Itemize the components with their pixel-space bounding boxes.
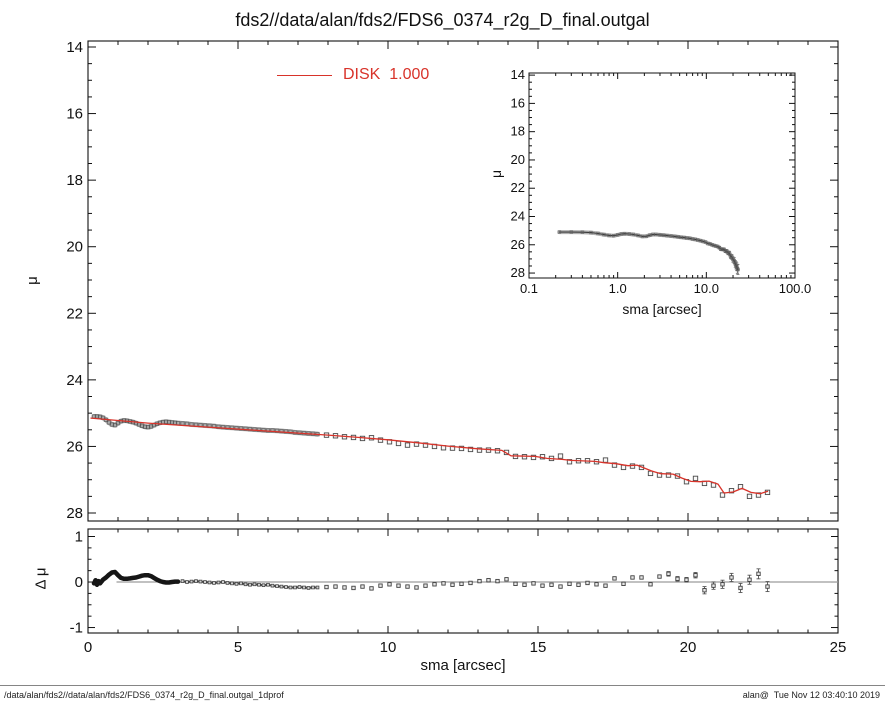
svg-text:22: 22 (66, 305, 83, 322)
footer-user-timestamp: alan@ Tue Nov 12 03:40:10 2019 (742, 690, 880, 700)
svg-text:14: 14 (511, 67, 525, 82)
svg-text:25: 25 (830, 639, 847, 656)
svg-text:10: 10 (380, 639, 397, 656)
svg-text:0: 0 (84, 639, 92, 656)
svg-text:24: 24 (66, 372, 83, 389)
inset-data-series (557, 230, 740, 275)
legend-label: DISK 1.000 (343, 66, 430, 83)
svg-text:28: 28 (511, 265, 525, 280)
main-plot-panel: 14 16 18 20 22 24 26 28 (66, 39, 839, 522)
inset-x-axis-label: sma [arcsec] (622, 301, 702, 317)
svg-text:-1: -1 (70, 620, 83, 637)
svg-text:20: 20 (66, 239, 83, 256)
svg-text:0.1: 0.1 (520, 281, 538, 296)
page-title: fds2//data/alan/fds2/FDS6_0374_r2g_D_fin… (235, 10, 650, 30)
residual-data-series (91, 568, 770, 595)
inset-y-axis-label: μ (488, 169, 505, 179)
svg-text:5: 5 (234, 639, 242, 656)
svg-text:24: 24 (511, 209, 525, 224)
footer-separator (0, 685, 885, 686)
footer-path: /data/alan/fds2//data/alan/fds2/FDS6_037… (4, 690, 284, 700)
residual-y-axis-label: Δ μ (32, 567, 50, 590)
svg-text:26: 26 (66, 438, 83, 455)
residual-plot-panel: 0 5 10 15 20 25-101 (70, 528, 847, 656)
main-y-axis-label: μ (23, 276, 41, 285)
svg-text:0: 0 (75, 574, 83, 591)
profile-data-series (91, 414, 771, 500)
legend: DISK 1.000 (277, 66, 429, 84)
svg-text:1.0: 1.0 (609, 281, 627, 296)
legend-line-sample (277, 74, 332, 76)
svg-text:10.0: 10.0 (694, 281, 719, 296)
svg-text:28: 28 (66, 505, 83, 522)
svg-text:20: 20 (680, 639, 697, 656)
svg-text:16: 16 (66, 106, 83, 123)
svg-text:15: 15 (530, 639, 547, 656)
svg-text:20: 20 (511, 152, 525, 167)
main-x-axis-label: sma [arcsec] (420, 657, 506, 674)
svg-text:18: 18 (66, 172, 83, 189)
disk-model-line (90, 417, 769, 495)
inset-plot-panel: 0.1 1.0 10.0 100.0 14 16 18 20 22 24 26 28 (511, 67, 812, 296)
svg-text:16: 16 (511, 95, 525, 110)
svg-text:1: 1 (75, 529, 83, 546)
svg-text:26: 26 (511, 237, 525, 252)
svg-text:14: 14 (66, 39, 83, 56)
svg-text:100.0: 100.0 (779, 281, 812, 296)
svg-text:22: 22 (511, 180, 525, 195)
svg-text:18: 18 (511, 124, 525, 139)
